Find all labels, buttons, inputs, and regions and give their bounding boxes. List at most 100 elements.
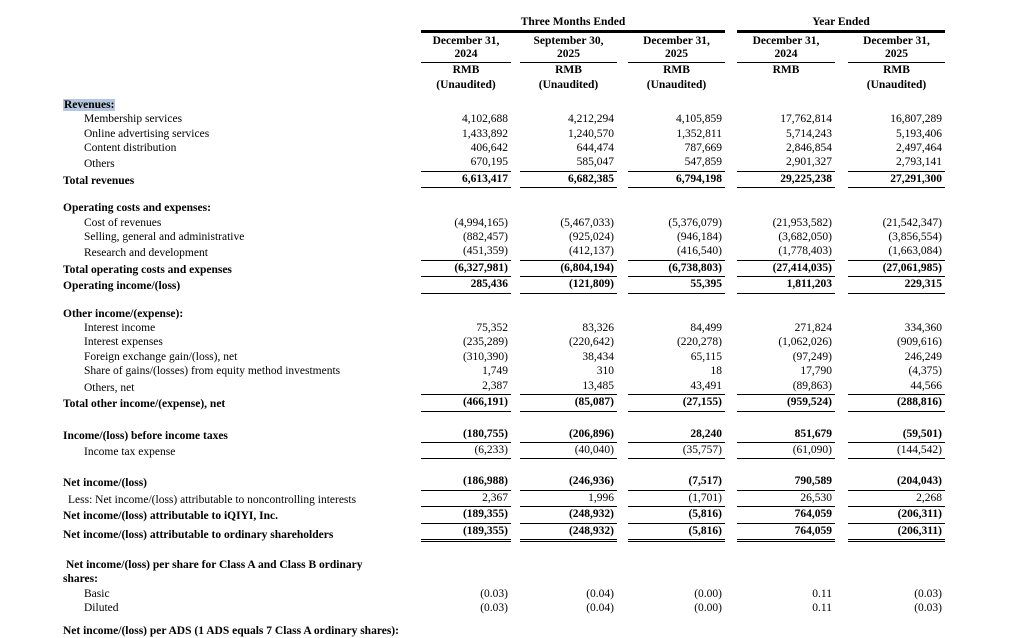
row-label: Share of gains/(losses) from equity meth… [0,364,421,378]
cell-value: (959,524) [737,395,835,412]
cell-value: (1,663,084) [848,244,945,261]
table-row: Net income/(loss) per ADS (1 ADS equals … [0,624,1022,638]
cell-value: 787,669 [684,142,722,154]
cell-value: 43,491 [628,379,725,396]
row-label-text: Cost of revenues [84,216,162,229]
cell-value: 55,395 [628,277,725,294]
table-row: Basic (0.03) (0.04) (0.00) 0.11 (0.03) [0,587,1022,601]
section-spacer [0,459,1022,474]
cell-value: 4,102,688 [462,113,508,126]
cell-value: (6,327,981) [421,261,511,278]
cell-value: (3,682,050) [778,231,832,244]
row-label: Online advertising services [0,127,421,141]
currency-row: RMB RMB RMB RMB RMB [0,63,1022,77]
date-line: 2024 [774,48,798,61]
cell-value: 27,291,300 [848,172,945,189]
row-label: Net income/(loss) attributable to iQIYI,… [0,509,421,523]
row-label-text: Others, net [84,381,135,394]
row-label: Selling, general and administrative [0,230,421,244]
cell-value: (40,040) [520,443,617,460]
cell-value: (1,701) [628,491,725,508]
row-label-text: Interest income [84,322,156,335]
cell-value: (248,932) [520,524,617,542]
cell-value: 0.11 [812,602,832,615]
row-label: Diluted [0,601,421,615]
cell-value: 75,352 [476,322,508,335]
cell-value: (235,289) [462,336,508,349]
cell-value: (59,501) [848,427,945,443]
table-row: Less: Net income/(loss) attributable to … [0,491,1022,508]
cell-value: 4,212,294 [568,113,614,126]
row-label-text: Online advertising services [84,127,210,140]
table-row: Net income/(loss) attributable to iQIYI,… [0,507,1022,524]
unaudited-note: (Unaudited) [866,78,927,91]
table-row: Content distribution 406,642 644,474 787,66… [0,141,1022,155]
section-spacer [0,412,1022,427]
cell-value: 2,367 [421,491,511,508]
cell-value: (35,757) [628,443,725,460]
period-group-three-months: Three Months Ended [421,15,725,34]
cell-value: 334,360 [904,322,942,335]
cell-value: (206,311) [848,507,945,524]
cell-value: (220,278) [676,336,722,349]
cell-value: (1,778,403) [737,244,835,261]
row-label-text: Less: Net income/(loss) attributable to … [68,493,357,506]
cell-value: 547,859 [628,155,725,172]
date-line: December 31, [432,35,500,48]
row-label: Total revenues [0,174,421,188]
cell-value: (5,376,079) [668,216,722,229]
row-label: Income/(loss) before income taxes [0,429,421,443]
cell-value: (4,994,165) [454,216,508,229]
currency-label: RMB [772,64,800,77]
row-label-text: Income/(loss) before income taxes [63,429,228,442]
column-date-header: September 30, 2025 [520,33,617,63]
table-row: Net income/(loss) per share for Class A … [0,558,1022,587]
cell-value: (909,616) [896,336,942,349]
cell-value: (204,043) [848,474,945,491]
row-label-text: Operating costs and expenses: [63,202,211,215]
row-label: Revenues: [0,98,421,112]
cell-value: (121,809) [520,277,617,294]
cell-value: 44,566 [848,379,945,396]
date-line: December 31, [752,35,820,48]
row-label-text: Net income/(loss) [63,477,147,490]
cell-value: (7,517) [628,474,725,491]
table-row: Foreign exchange gain/(loss), net (310,39… [0,350,1022,364]
cell-value: (186,988) [421,474,511,491]
table-row: Others 670,195 585,047 547,859 2,901,327 2,79… [0,155,1022,172]
cell-value: 5,714,243 [786,127,832,140]
cell-value: 1,433,892 [462,127,508,140]
cell-value: (97,249) [792,350,832,363]
cell-value: (925,024) [568,231,614,244]
period-group-row: Three Months Ended Year Ended [0,15,1022,34]
cell-value: 670,195 [421,155,511,172]
row-label: Less: Net income/(loss) attributable to … [0,493,421,507]
table-row: Total revenues 6,613,417 6,682,385 6,794,19… [0,172,1022,189]
section-spacer [0,616,1022,624]
table-body: Revenues: Membership services 4,102,688 4,2… [0,98,1022,638]
table-row: Total operating costs and expenses (6,327… [0,261,1022,278]
row-label: Others, net [0,381,421,395]
table-row: Total other income/(expense), net (466,19… [0,395,1022,412]
cell-value: (248,932) [520,507,617,524]
cell-value: 5,193,406 [896,127,942,140]
row-label: Interest expenses [0,335,421,349]
cell-value: (61,090) [737,443,835,460]
cell-value: 2,793,141 [848,155,945,172]
cell-value: 2,846,854 [786,142,832,154]
cell-value: (416,540) [628,244,725,261]
cell-value: (27,414,035) [737,261,835,278]
row-label: Operating income/(loss) [0,279,421,293]
column-date-header: December 31, 2024 [737,33,835,63]
period-group-year-ended: Year Ended [737,15,945,34]
row-label: Other income/(expense): [0,307,421,321]
table-row: Revenues: [0,98,1022,112]
row-label: Foreign exchange gain/(loss), net [0,350,421,364]
row-label-text: Total revenues [63,174,135,187]
cell-value: (3,856,554) [888,231,942,244]
cell-value: 285,436 [421,277,511,294]
row-label: Total operating costs and expenses [0,263,421,277]
cell-value: (0.04) [586,602,614,615]
row-label: Basic [0,587,421,601]
